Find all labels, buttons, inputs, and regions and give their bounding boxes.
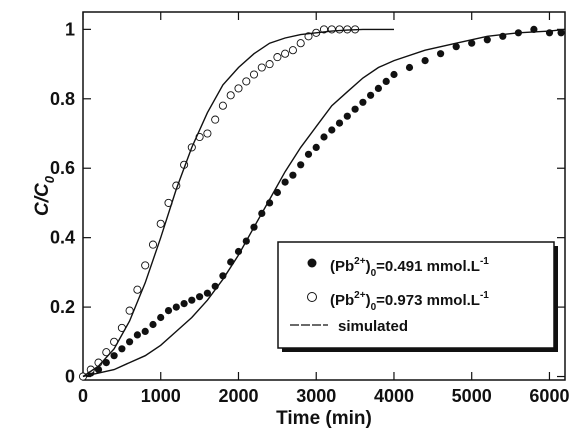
data-point-0491 xyxy=(149,320,157,329)
data-point-0491 xyxy=(359,98,367,106)
data-point-0491 xyxy=(141,327,149,335)
legend-shadow-right xyxy=(554,246,558,352)
x-tick-label: 3000 xyxy=(296,386,336,406)
data-point-0973 xyxy=(265,60,274,69)
y-axis-title-subscript: 0 xyxy=(42,175,57,183)
data-point-0491 xyxy=(281,178,289,186)
simulated-curve xyxy=(82,28,394,378)
data-point-0491 xyxy=(118,345,126,353)
x-tick-label: 2000 xyxy=(218,386,258,406)
data-point-0973 xyxy=(249,70,259,79)
data-point-0973 xyxy=(203,129,212,138)
data-point-0491 xyxy=(335,119,344,127)
data-point-0973 xyxy=(141,261,150,270)
y-tick-label: 0.4 xyxy=(50,228,75,248)
data-point-0973 xyxy=(148,240,158,249)
data-point-0973 xyxy=(273,53,282,62)
y-tick-label: 0.8 xyxy=(50,89,75,109)
data-point-0491 xyxy=(405,63,414,72)
x-tick-label: 0 xyxy=(78,386,88,406)
data-point-0491 xyxy=(172,303,180,311)
x-tick-label: 6000 xyxy=(529,386,569,406)
y-tick-label: 1 xyxy=(65,19,75,39)
data-point-0973 xyxy=(102,348,111,357)
legend-shadow-bottom xyxy=(282,348,558,352)
data-point-0491 xyxy=(133,331,141,339)
data-point-0491 xyxy=(312,143,320,151)
data-point-0973 xyxy=(226,91,235,100)
x-axis-title: Time (min) xyxy=(276,408,372,429)
data-point-0491 xyxy=(110,352,118,360)
data-point-0491 xyxy=(351,105,359,113)
data-point-0491 xyxy=(273,188,281,197)
data-point-0491 xyxy=(421,57,429,65)
data-point-0491 xyxy=(382,77,390,85)
data-point-0491 xyxy=(234,247,243,256)
simulated-curve xyxy=(82,28,566,378)
data-point-0491 xyxy=(304,150,313,158)
data-point-0973 xyxy=(281,49,290,58)
x-tick-label: 4000 xyxy=(374,386,414,406)
x-tick-label: 5000 xyxy=(452,386,492,406)
data-point-0491 xyxy=(157,313,165,322)
y-tick-label: 0 xyxy=(65,367,75,387)
data-point-0491 xyxy=(297,161,305,169)
x-tick-label: 1000 xyxy=(141,386,181,406)
data-point-0491 xyxy=(328,126,336,134)
data-point-0491 xyxy=(289,171,297,179)
data-point-0491 xyxy=(203,289,211,297)
data-point-0973 xyxy=(296,39,305,48)
data-point-0973 xyxy=(133,285,142,294)
legend-marker-filled xyxy=(307,258,317,268)
legend: (Pb2+)0=0.491 mmol.L-1 (Pb2+)0=0.973 mmo… xyxy=(277,241,558,352)
data-point-0973 xyxy=(242,77,251,86)
axis-ticks xyxy=(82,12,565,380)
data-point-0973 xyxy=(156,219,165,228)
data-point-0491 xyxy=(180,300,188,308)
legend-label-3: simulated xyxy=(338,318,408,335)
y-tick-label: 0.6 xyxy=(50,158,75,178)
data-point-0973 xyxy=(257,63,266,72)
data-point-0491 xyxy=(374,84,382,92)
data-point-0973 xyxy=(335,25,344,34)
data-point-0973 xyxy=(211,115,220,124)
data-point-0491 xyxy=(196,293,204,301)
data-point-0491 xyxy=(367,91,375,99)
data-point-0491 xyxy=(468,39,476,47)
y-tick-label: 0.2 xyxy=(50,297,75,317)
y-axis-title: C/C0 xyxy=(32,175,57,216)
data-point-0973 xyxy=(288,46,297,55)
data-point-0491 xyxy=(437,50,445,58)
series-layer xyxy=(78,25,566,381)
data-point-0491 xyxy=(343,112,351,120)
data-point-0973 xyxy=(234,84,243,93)
data-point-0491 xyxy=(126,338,134,346)
data-point-0491 xyxy=(320,133,328,141)
data-point-0491 xyxy=(390,70,398,79)
data-point-0973 xyxy=(218,101,227,110)
legend-label-1: (Pb2+)0=0.491 mmol.L-1 xyxy=(330,256,489,279)
data-point-0491 xyxy=(188,296,196,304)
legend-marker-open xyxy=(307,292,317,302)
data-point-0491 xyxy=(102,359,110,367)
data-point-0491 xyxy=(483,36,491,44)
plot-frame xyxy=(82,11,566,381)
data-point-0491 xyxy=(266,199,274,207)
legend-label-2: (Pb2+)0=0.973 mmol.L-1 xyxy=(330,290,489,313)
data-point-0491 xyxy=(164,307,173,315)
tick-labels: 0 1000 2000 3000 4000 5000 6000 0 0.2 0.4 0.6 0.8 1 xyxy=(50,19,570,406)
data-point-0491 xyxy=(557,29,565,37)
data-point-0491 xyxy=(452,43,460,51)
